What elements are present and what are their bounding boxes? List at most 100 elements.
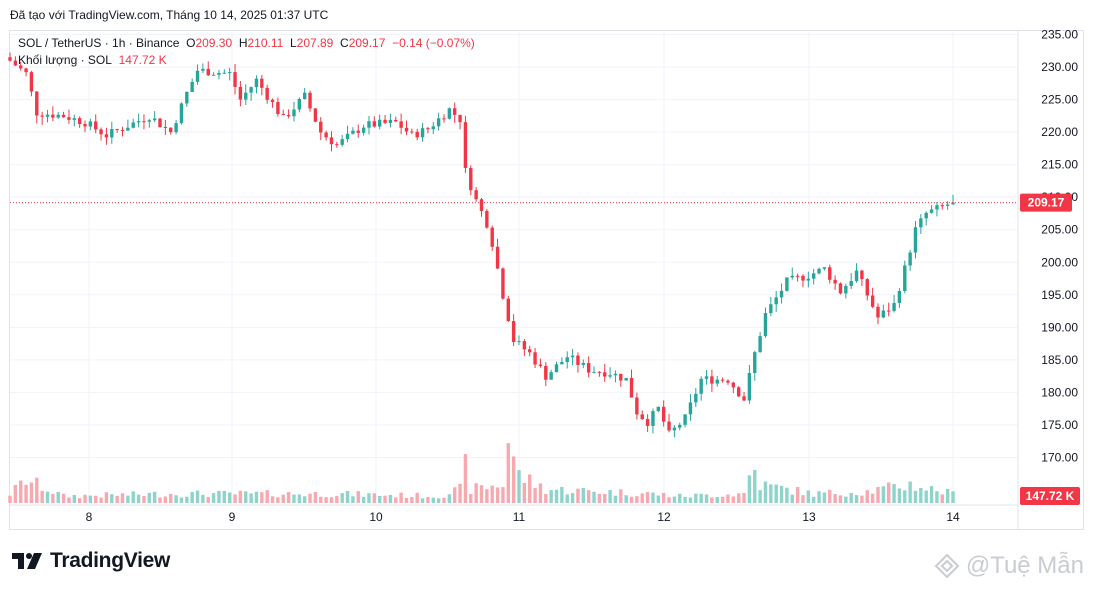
volume-value: 147.72 K <box>118 53 167 67</box>
candle-body <box>753 352 757 374</box>
x-tick-label: 9 <box>229 510 236 524</box>
volume-bar <box>544 493 548 503</box>
volume-bar <box>908 481 912 503</box>
candle-body <box>195 70 200 82</box>
volume-bar <box>147 492 152 503</box>
candle-body <box>704 376 709 379</box>
candle-body <box>908 252 912 266</box>
x-tick-label: 11 <box>513 510 526 524</box>
volume-bar <box>801 495 805 503</box>
volume-bar <box>377 495 382 503</box>
y-tick-label: 220.00 <box>1041 125 1078 139</box>
candle-body <box>549 372 553 380</box>
volume-bar <box>260 492 264 503</box>
candle-body <box>603 372 607 377</box>
volume-bar <box>244 491 248 503</box>
candle-body <box>351 130 355 134</box>
candle-body <box>222 72 227 74</box>
volume-bar <box>227 492 232 503</box>
volume-bar <box>211 493 216 503</box>
y-tick-label: 195.00 <box>1041 288 1078 302</box>
candle-body <box>104 134 109 138</box>
candle-body <box>244 92 248 100</box>
volume-bar <box>447 494 452 503</box>
chart-frame[interactable] <box>9 30 1084 530</box>
volume-bar <box>683 496 687 503</box>
volume-bar <box>410 497 414 503</box>
volume-bar <box>420 498 425 503</box>
candle-body <box>356 130 360 133</box>
volume-bar <box>169 493 173 503</box>
volume-bar <box>887 482 891 503</box>
candle-body <box>844 285 848 294</box>
open-label: O <box>186 36 196 50</box>
volume-bar <box>822 492 827 503</box>
volume-label[interactable]: Khối lượng · SOL <box>18 53 112 67</box>
candle-body <box>447 108 452 119</box>
candle-body <box>142 121 146 123</box>
candle-body <box>570 355 575 358</box>
candle-body <box>45 114 50 117</box>
volume-bar <box>394 497 398 503</box>
candle-body <box>158 118 162 128</box>
candle-body <box>179 103 184 124</box>
volume-bar <box>388 494 393 503</box>
candle-body <box>683 414 687 425</box>
volume-bar <box>110 494 114 503</box>
volume-bar <box>554 489 559 503</box>
last-volume-badge <box>1020 487 1080 505</box>
candle-body <box>624 377 628 381</box>
candle-body <box>345 133 350 140</box>
volume-bar <box>806 490 811 503</box>
candle-body <box>29 72 34 92</box>
candle-body <box>881 310 886 318</box>
y-tick-label: 175.00 <box>1041 418 1078 432</box>
y-tick-label: 205.00 <box>1041 223 1078 237</box>
y-tick-label: 230.00 <box>1041 60 1078 74</box>
candle-body <box>308 92 312 109</box>
candle-body <box>110 129 114 138</box>
candle-body <box>736 387 741 397</box>
chart-legend: SOL / TetherUS · 1h · Binance O209.30 H2… <box>18 35 475 69</box>
candle-body <box>544 365 548 380</box>
volume-bar <box>345 490 350 503</box>
candle-body <box>420 128 425 138</box>
volume-bar <box>753 469 757 503</box>
volume-bar <box>560 486 564 503</box>
volume-bar <box>77 498 82 503</box>
volume-bar <box>479 485 484 503</box>
volume-bar <box>940 494 944 503</box>
volume-bar <box>929 486 934 503</box>
volume-bar <box>656 495 661 503</box>
candle-body <box>19 65 23 69</box>
volume-bar <box>661 492 666 503</box>
candle-body <box>163 127 168 129</box>
volume-bar <box>651 492 655 503</box>
symbol-label[interactable]: SOL / TetherUS · 1h · Binance <box>18 36 180 50</box>
candle-body <box>919 218 923 228</box>
tradingview-brand[interactable]: TradingView <box>12 549 170 573</box>
candle-body <box>442 118 446 120</box>
candle-body <box>528 349 532 353</box>
candle-body <box>828 267 832 280</box>
candle-body <box>758 336 762 353</box>
volume-bar <box>528 474 532 503</box>
x-tick-label: 14 <box>946 510 960 524</box>
volume-bar <box>201 494 205 503</box>
volume-bar <box>876 486 880 503</box>
volume-bar <box>179 497 184 503</box>
candle-body <box>586 363 591 373</box>
volume-bar <box>94 495 98 503</box>
candle-body <box>77 118 82 125</box>
volume-bar <box>335 495 339 503</box>
candle-body <box>136 121 141 123</box>
volume-bar <box>265 490 269 503</box>
candle-body <box>822 267 827 269</box>
volume-bar <box>629 496 634 503</box>
volume-bar <box>40 490 44 503</box>
candle-body <box>469 167 473 191</box>
candle-body <box>276 102 280 115</box>
volume-bar <box>838 495 843 503</box>
volume-bar <box>56 491 60 503</box>
